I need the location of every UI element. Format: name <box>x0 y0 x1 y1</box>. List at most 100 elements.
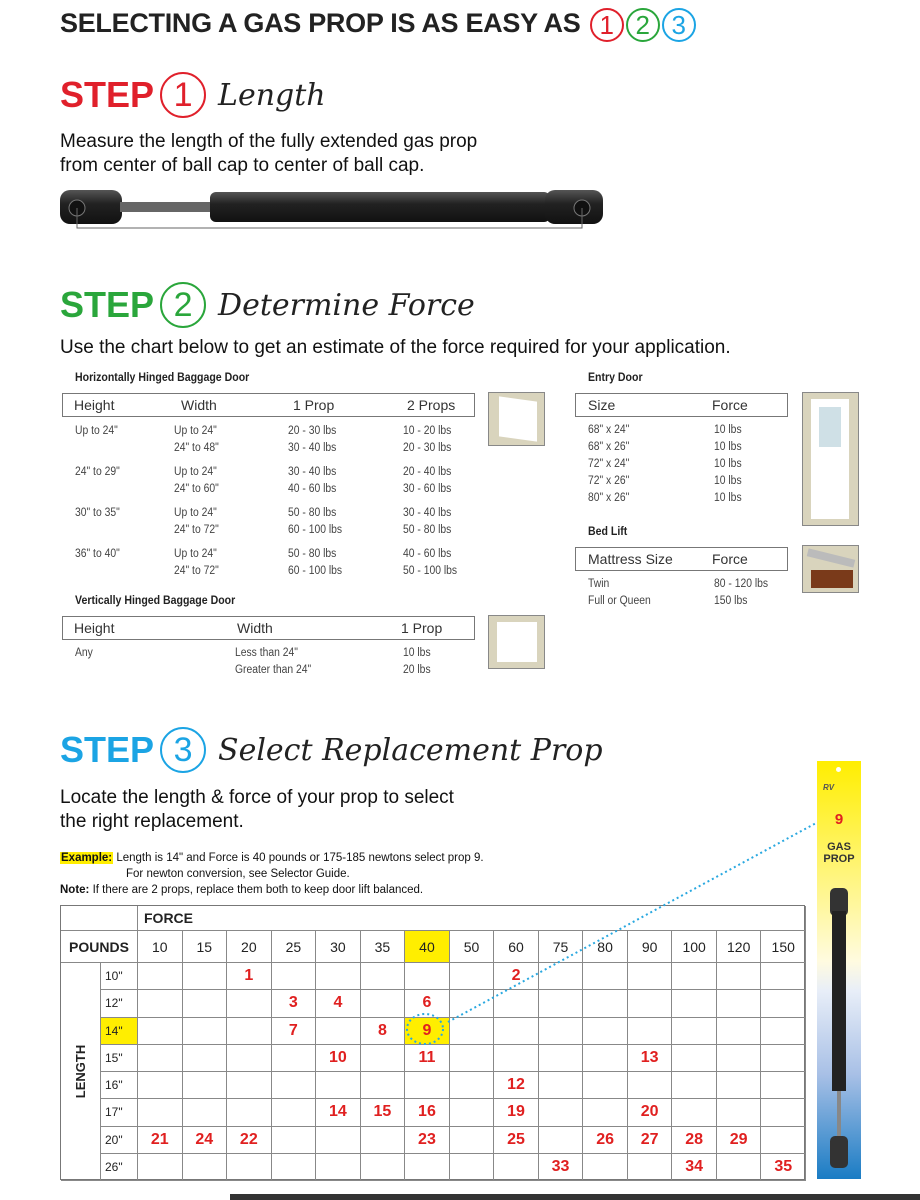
prop-number-cell[interactable]: 26 <box>583 1126 628 1154</box>
prop-number-cell[interactable]: 22 <box>227 1126 272 1154</box>
header-2props: 2 Props <box>407 397 456 413</box>
prop-number-cell[interactable]: 15 <box>360 1099 406 1127</box>
table-cell: 30 - 60 lbs <box>403 482 452 495</box>
empty-cell <box>182 990 228 1018</box>
prop-number-cell[interactable]: 27 <box>627 1126 673 1154</box>
empty-cell <box>538 1126 584 1154</box>
empty-cell <box>583 1099 628 1127</box>
prop-number-cell[interactable]: 9 <box>405 1017 450 1045</box>
force-header-60: 60 <box>494 931 539 963</box>
header-size: Size <box>588 397 616 413</box>
force-label: FORCE <box>138 906 806 931</box>
table-cell: 36" to 40" <box>75 548 120 560</box>
table-cell: 10 lbs <box>403 647 431 659</box>
header-mattress: Mattress Size <box>588 551 673 567</box>
example-label: Example: <box>60 852 114 864</box>
empty-cell <box>449 990 495 1018</box>
step2-text: Use the chart below to get an estimate o… <box>60 337 731 358</box>
prop-number-cell[interactable]: 7 <box>271 1017 317 1045</box>
prop-number-cell[interactable]: 4 <box>316 990 361 1018</box>
step-label: STEP <box>60 74 155 115</box>
bed-lift-image <box>802 545 859 593</box>
prop-number-cell[interactable]: 14 <box>316 1099 361 1127</box>
text-line: the right replacement. <box>60 811 244 832</box>
table-cell: 24" to 48" <box>174 441 219 454</box>
table-cell: 40 - 60 lbs <box>288 482 337 495</box>
step3-heading: STEP 3 Select Replacement Prop <box>60 727 603 773</box>
empty-cell <box>182 1099 228 1127</box>
table-cell: 30 - 40 lbs <box>403 507 452 519</box>
empty-cell <box>138 1153 183 1181</box>
vertical-header: Height Width 1 Prop <box>62 616 475 640</box>
empty-cell <box>227 1017 272 1045</box>
prop-number-cell[interactable]: 25 <box>494 1126 539 1154</box>
table-cell: Up to 24" <box>75 425 118 437</box>
prop-number-cell[interactable]: 33 <box>538 1153 584 1181</box>
prop-number-cell[interactable]: 8 <box>360 1017 406 1045</box>
header-width: Width <box>237 620 273 636</box>
prop-number-cell[interactable]: 10 <box>316 1044 361 1072</box>
prop-number-cell[interactable]: 13 <box>627 1044 673 1072</box>
table-cell: Greater than 24" <box>235 663 312 676</box>
prop-number-cell[interactable]: 6 <box>405 990 450 1018</box>
empty-cell <box>538 1099 584 1127</box>
force-header-100: 100 <box>672 931 717 963</box>
empty-cell <box>716 963 762 991</box>
empty-cell <box>761 963 806 991</box>
empty-cell <box>271 1044 317 1072</box>
prop-number-cell[interactable]: 20 <box>627 1099 673 1127</box>
empty-cell <box>449 1126 495 1154</box>
table-cell: 80 - 120 lbs <box>714 578 769 590</box>
table-cell: 24" to 60" <box>174 482 219 495</box>
prop-number-cell[interactable]: 34 <box>672 1153 717 1181</box>
table-cell: 10 lbs <box>714 492 742 504</box>
table-cell: 10 lbs <box>714 475 742 487</box>
prop-number-cell[interactable]: 1 <box>227 963 272 991</box>
step-title: Select Replacement Prop <box>218 732 603 768</box>
empty-cell <box>449 963 495 991</box>
prop-number-cell[interactable]: 2 <box>494 963 539 991</box>
note-text: If there are 2 props, replace them both … <box>92 884 424 896</box>
empty-cell <box>583 1044 628 1072</box>
header-height: Height <box>74 620 115 636</box>
empty-cell <box>227 990 272 1018</box>
prop-number-cell[interactable]: 29 <box>716 1126 762 1154</box>
empty-cell <box>271 1126 317 1154</box>
table-cell: Up to 24" <box>174 548 217 560</box>
prop-number-cell[interactable]: 19 <box>494 1099 539 1127</box>
prop-number-cell[interactable]: 35 <box>761 1153 806 1181</box>
empty-cell <box>227 1044 272 1072</box>
empty-cell <box>672 1099 717 1127</box>
empty-cell <box>227 1099 272 1127</box>
prop-number-cell[interactable]: 21 <box>138 1126 183 1154</box>
length-row-label: 15" <box>101 1044 138 1072</box>
prop-number-cell[interactable]: 11 <box>405 1044 450 1072</box>
empty-cell <box>583 1072 628 1100</box>
table-cell: 10 - 20 lbs <box>403 425 452 437</box>
prop-number-cell[interactable]: 24 <box>182 1126 228 1154</box>
table-cell: 50 - 80 lbs <box>288 548 337 560</box>
prop-number-cell[interactable]: 12 <box>494 1072 539 1100</box>
prop-number-cell[interactable]: 3 <box>271 990 317 1018</box>
table-cell: 80" x 26" <box>588 492 630 504</box>
empty-cell <box>360 1072 406 1100</box>
force-header-15: 15 <box>182 931 228 963</box>
step2-heading: STEP 2 Determine Force <box>60 282 475 328</box>
prop-number-cell[interactable]: 23 <box>405 1126 450 1154</box>
step-number: 3 <box>160 727 207 773</box>
text-line: Locate the length & force of your prop t… <box>60 787 454 808</box>
length-label-text: LENGTH <box>73 1044 89 1099</box>
length-row-label: 12" <box>101 990 138 1018</box>
note-label: Note: <box>60 884 90 896</box>
force-header-150: 150 <box>761 931 806 963</box>
gas-prop-image <box>60 190 603 229</box>
prop-number-cell[interactable]: 28 <box>672 1126 717 1154</box>
table-cell: Any <box>75 647 93 659</box>
empty-cell <box>627 1017 673 1045</box>
empty-cell <box>316 963 361 991</box>
force-header-40: 40 <box>405 931 450 963</box>
step-number: 2 <box>160 282 207 328</box>
prop-number-cell[interactable]: 16 <box>405 1099 450 1127</box>
empty-cell <box>360 1126 406 1154</box>
empty-cell <box>138 1099 183 1127</box>
